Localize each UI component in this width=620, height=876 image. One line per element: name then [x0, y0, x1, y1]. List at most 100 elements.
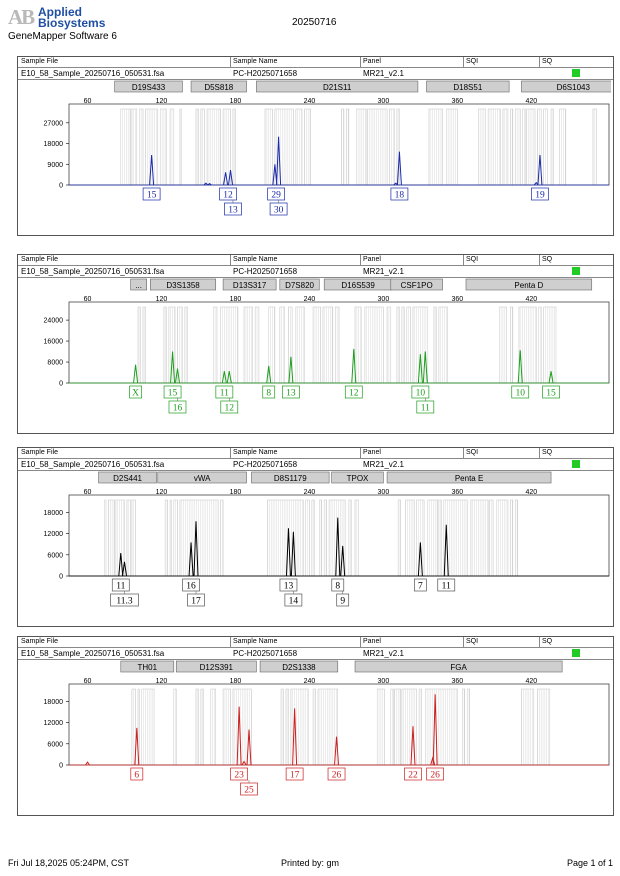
marker-label: D13S317	[233, 281, 267, 290]
column-divider	[463, 448, 464, 458]
allele-call: 13	[228, 206, 238, 216]
allele-label-box[interactable]	[262, 385, 276, 399]
allele-label-box[interactable]	[142, 187, 161, 201]
allele-call: 15	[147, 191, 157, 201]
allele-bin	[462, 688, 466, 766]
allele-label-box[interactable]	[110, 593, 139, 607]
y-tick-label: 27000	[44, 120, 64, 127]
peak	[188, 542, 194, 577]
allele-label-box[interactable]	[282, 385, 300, 399]
allele-call: 13	[286, 389, 296, 399]
peak	[517, 350, 523, 384]
allele-label-box[interactable]	[336, 593, 350, 607]
allele-label-box[interactable]	[224, 202, 242, 216]
allele-bin	[108, 499, 115, 577]
allele-label-box[interactable]	[219, 187, 237, 201]
allele-label-box[interactable]	[187, 593, 205, 607]
print-timestamp: Fri Jul 18,2025 05:24PM, CST	[8, 858, 130, 868]
x-tick-label: 360	[452, 489, 464, 496]
peak	[290, 531, 296, 577]
software-name: GeneMapper Software 6	[8, 31, 117, 42]
allele-bin	[220, 499, 224, 577]
allele-label-box[interactable]	[437, 578, 456, 592]
allele-label-box[interactable]	[404, 767, 422, 781]
marker-box	[251, 471, 330, 484]
peak	[292, 708, 298, 766]
allele-label-box[interactable]	[129, 385, 142, 399]
marker-label: D2S1338	[282, 663, 316, 672]
allele-bin	[389, 108, 395, 186]
allele-label-box[interactable]	[220, 400, 239, 414]
col-sq: SQ	[542, 638, 553, 645]
applied-biosystems-logo: AB Applied Biosystems	[8, 6, 110, 32]
allele-label-box[interactable]	[531, 187, 549, 201]
sample-file: E10_58_Sample_20250716_050531.fsa	[21, 267, 165, 276]
y-tick-label: 0	[59, 574, 63, 581]
allele-label-box[interactable]	[163, 385, 182, 399]
allele-label-box[interactable]	[168, 400, 187, 414]
peak	[174, 368, 180, 384]
column-divider	[539, 255, 540, 265]
allele-label-box[interactable]	[240, 782, 258, 796]
allele-label-box[interactable]	[426, 767, 445, 781]
allele-call: 17	[290, 771, 300, 781]
allele-label-box[interactable]	[542, 385, 560, 399]
allele-bin	[164, 499, 168, 577]
allele-label-box[interactable]	[344, 385, 363, 399]
col-panel: Panel	[363, 256, 381, 263]
y-tick-label: 0	[59, 763, 63, 770]
sample-row: E10_58_Sample_20250716_050531.fsa PC-H202…	[18, 265, 613, 278]
col-sample-file: Sample File	[21, 58, 58, 65]
allele-label-box[interactable]	[390, 187, 409, 201]
panel-green: Sample File Sample Name Panel SQI SQ E10_58_S…	[17, 254, 614, 434]
allele-label-box[interactable]	[511, 385, 530, 399]
allele-label-box[interactable]	[230, 767, 248, 781]
column-divider	[539, 637, 540, 647]
column-divider	[463, 57, 464, 67]
allele-label-box[interactable]	[285, 767, 304, 781]
plot-area	[68, 683, 610, 766]
column-divider	[539, 57, 540, 67]
allele-bin	[142, 306, 146, 384]
marker-label: D19S433	[132, 83, 166, 92]
allele-label-box[interactable]	[284, 593, 303, 607]
col-sample-name: Sample Name	[233, 256, 278, 263]
allele-call: 12	[349, 389, 359, 399]
peak	[207, 183, 212, 186]
sample-name: PC-H2025071658	[233, 649, 298, 658]
allele-label-box[interactable]	[182, 578, 200, 592]
allele-label-box[interactable]	[331, 578, 345, 592]
allele-label-box[interactable]	[327, 767, 346, 781]
sample-name: PC-H2025071658	[233, 267, 298, 276]
allele-label-box[interactable]	[130, 767, 144, 781]
marker-label: D5S818	[204, 83, 233, 92]
marker-box	[256, 80, 419, 93]
allele-label-box[interactable]	[411, 385, 430, 399]
allele-bin	[195, 108, 199, 186]
allele-label-box[interactable]	[279, 578, 298, 592]
y-tick-label: 18000	[44, 510, 64, 517]
allele-label-box[interactable]	[416, 400, 435, 414]
marker-box	[114, 80, 183, 93]
peak	[85, 761, 90, 766]
allele-call: 26	[430, 771, 440, 781]
allele-label-box[interactable]	[215, 385, 234, 399]
col-sample-name: Sample Name	[233, 638, 278, 645]
allele-call: 14	[289, 597, 299, 607]
marker-box	[190, 80, 247, 93]
allele-call: 11	[116, 582, 125, 592]
allele-call: 8	[335, 582, 340, 592]
allele-label-box[interactable]	[111, 578, 130, 592]
sample-name: PC-H2025071658	[233, 69, 298, 78]
allele-label-box[interactable]	[414, 578, 427, 592]
allele-bin	[285, 688, 289, 766]
allele-label-box[interactable]	[267, 187, 285, 201]
y-tick-label: 18000	[44, 141, 64, 148]
peak	[236, 706, 242, 766]
allele-bin	[279, 306, 286, 384]
allele-label-box[interactable]	[269, 202, 288, 216]
sample-name: PC-H2025071658	[233, 460, 298, 469]
printed-by: Printed by: gm	[281, 858, 340, 868]
allele-call: 16	[186, 582, 196, 592]
marker-box	[279, 278, 320, 291]
